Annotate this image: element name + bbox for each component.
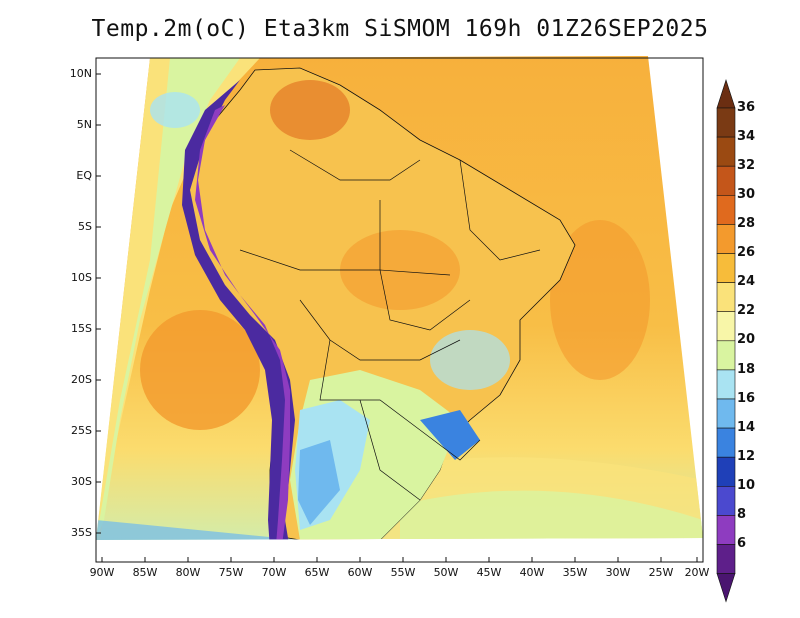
lon-label-80w: 80W	[175, 566, 201, 579]
colorbar-label-36: 36	[737, 100, 756, 115]
colorbar-label-28: 28	[737, 216, 756, 231]
lon-label-20w: 20W	[684, 566, 710, 579]
andes-cold-band	[182, 80, 295, 540]
colorbar-label-32: 32	[737, 158, 756, 173]
colorbar-swatch	[716, 515, 736, 545]
colorbar-label-6: 6	[737, 536, 747, 551]
colorbar-swatch	[716, 340, 736, 371]
colorbar-swatch	[716, 544, 736, 574]
lon-label-40w: 40W	[519, 566, 545, 579]
colorbar-swatch	[716, 253, 736, 283]
lon-label-65w: 65W	[304, 566, 330, 579]
pacific-cool-zone	[96, 58, 260, 540]
colorbar	[716, 79, 736, 603]
lat-ticks	[96, 73, 101, 534]
colorbar-swatch	[716, 282, 736, 313]
lon-label-55w: 55W	[390, 566, 416, 579]
colorbar-swatch	[716, 224, 736, 254]
domain-shading	[96, 56, 703, 540]
colorbar-swatch	[716, 398, 736, 429]
colorbar-label-8: 8	[737, 507, 747, 522]
lat-label-30s: 30S	[71, 475, 92, 488]
colorbar-label-24: 24	[737, 274, 756, 289]
colorbar-label-20: 20	[737, 332, 756, 347]
lon-label-35w: 35W	[562, 566, 588, 579]
colorbar-label-34: 34	[737, 129, 756, 144]
lat-label-5n: 5N	[76, 118, 92, 131]
colorbar-label-30: 30	[737, 187, 756, 202]
colorbar-label-12: 12	[737, 449, 756, 464]
lat-label-15s: 15S	[71, 322, 92, 335]
lon-label-45w: 45W	[476, 566, 502, 579]
atlantic-warm-patch	[550, 220, 650, 380]
map-title: Temp.2m(oC) Eta3km SiSMOM 169h 01Z26SEP2…	[91, 16, 709, 42]
colorbar-label-16: 16	[737, 391, 756, 406]
lon-ticks	[101, 557, 698, 562]
colorbar-label-10: 10	[737, 478, 756, 493]
colorbar-swatch	[716, 485, 736, 516]
colorbar-over-triangle	[716, 79, 736, 109]
lat-label-35s: 35S	[71, 526, 92, 539]
colorbar-swatch	[716, 136, 736, 167]
lon-label-90w: 90W	[89, 566, 115, 579]
country-boundaries	[239, 149, 541, 501]
lon-label-60w: 60W	[347, 566, 373, 579]
colorbar-swatch	[716, 195, 736, 225]
lon-label-25w: 25W	[648, 566, 674, 579]
lon-label-70w: 70W	[261, 566, 287, 579]
lon-label-85w: 85W	[132, 566, 158, 579]
lat-label-25s: 25S	[71, 424, 92, 437]
map-frame	[95, 57, 704, 563]
colorbar-under-triangle	[716, 573, 736, 603]
colorbar-label-18: 18	[737, 362, 756, 377]
pacific-warm-eddy	[140, 310, 260, 430]
lat-label-20s: 20S	[71, 373, 92, 386]
colorbar-swatch	[716, 456, 736, 487]
lat-label-10s: 10S	[71, 271, 92, 284]
colorbar-label-22: 22	[737, 303, 756, 318]
lon-label-30w: 30W	[605, 566, 631, 579]
lat-label-10n: 10N	[69, 67, 92, 80]
lat-label-eq: EQ	[76, 169, 92, 182]
colorbar-swatch	[716, 165, 736, 196]
lat-label-5s: 5S	[78, 220, 92, 233]
colorbar-label-14: 14	[737, 420, 756, 435]
lon-label-50w: 50W	[433, 566, 459, 579]
pacific-cold-coast	[96, 58, 240, 540]
lon-label-75w: 75W	[218, 566, 244, 579]
colorbar-swatch	[716, 311, 736, 342]
colorbar-swatch	[716, 369, 736, 400]
colorbar-label-26: 26	[737, 245, 756, 260]
colorbar-swatch	[716, 107, 736, 138]
colorbar-swatch	[716, 427, 736, 458]
